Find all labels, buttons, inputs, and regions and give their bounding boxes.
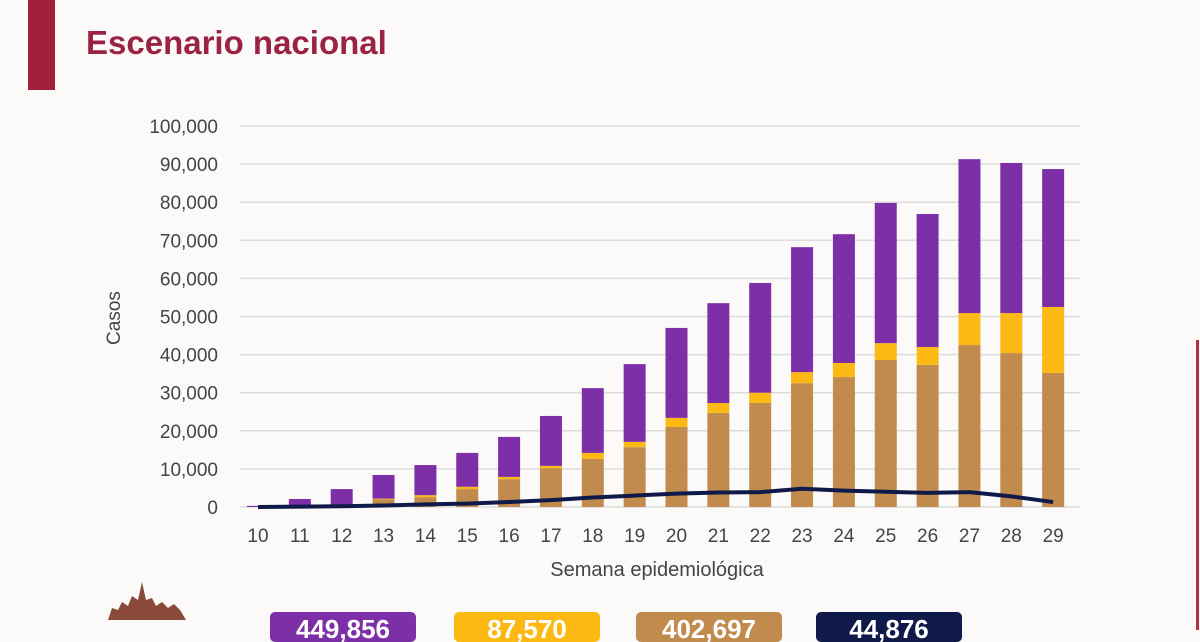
bar-yellow-week-21 xyxy=(707,403,729,413)
bar-brown-week-27 xyxy=(958,345,980,507)
y-tick-label: 30,000 xyxy=(160,384,218,405)
y-axis-label: Casos xyxy=(104,291,125,345)
x-tick-label: 11 xyxy=(290,526,310,547)
bar-brown-week-25 xyxy=(875,360,897,507)
x-tick-label: 24 xyxy=(833,526,855,547)
x-tick-label: 23 xyxy=(791,526,812,547)
y-tick-label: 10,000 xyxy=(160,460,218,481)
bar-purple-week-24 xyxy=(833,234,855,363)
bar-yellow-week-27 xyxy=(958,313,980,345)
bar-purple-week-16 xyxy=(498,437,520,477)
bar-brown-week-26 xyxy=(917,365,939,507)
bar-yellow-week-16 xyxy=(498,477,520,479)
bar-purple-week-18 xyxy=(582,388,604,453)
bar-purple-week-29 xyxy=(1042,169,1064,307)
bar-brown-week-29 xyxy=(1042,373,1064,507)
y-tick-label: 90,000 xyxy=(160,155,218,176)
y-tick-label: 20,000 xyxy=(160,422,218,443)
x-tick-label: 27 xyxy=(959,526,980,547)
y-tick-label: 70,000 xyxy=(160,231,218,252)
bar-purple-week-22 xyxy=(749,283,771,393)
bar-brown-week-24 xyxy=(833,377,855,507)
bar-yellow-week-15 xyxy=(456,487,478,489)
x-tick-label: 22 xyxy=(750,526,771,547)
bar-purple-week-27 xyxy=(958,159,980,313)
bar-yellow-week-28 xyxy=(1000,313,1022,353)
x-tick-label: 15 xyxy=(457,526,478,547)
legend-total-brown: 402,697 xyxy=(636,612,782,642)
x-tick-label: 10 xyxy=(247,526,268,547)
bar-purple-week-13 xyxy=(373,475,395,499)
bar-yellow-week-22 xyxy=(749,393,771,403)
y-tick-label: 0 xyxy=(207,498,218,519)
y-tick-label: 40,000 xyxy=(160,346,218,367)
x-tick-label: 17 xyxy=(540,526,561,547)
x-tick-label: 26 xyxy=(917,526,938,547)
bar-yellow-week-13 xyxy=(373,499,395,500)
logo-icon xyxy=(108,578,186,620)
bar-yellow-week-14 xyxy=(414,495,436,497)
bar-purple-week-21 xyxy=(707,303,729,403)
bar-yellow-week-29 xyxy=(1042,307,1064,373)
bar-purple-week-25 xyxy=(875,203,897,343)
bar-yellow-week-25 xyxy=(875,343,897,360)
bar-yellow-week-18 xyxy=(582,453,604,459)
bar-purple-week-19 xyxy=(624,364,646,442)
x-tick-label: 14 xyxy=(415,526,437,547)
bar-brown-week-28 xyxy=(1000,353,1022,507)
x-tick-label: 29 xyxy=(1043,526,1064,547)
y-tick-label: 80,000 xyxy=(160,193,218,214)
x-tick-label: 25 xyxy=(875,526,896,547)
x-tick-label: 20 xyxy=(666,526,687,547)
bar-purple-week-12 xyxy=(331,489,353,506)
bar-yellow-week-23 xyxy=(791,372,813,383)
y-tick-label: 60,000 xyxy=(160,269,218,290)
x-tick-label: 16 xyxy=(499,526,520,547)
x-tick-label: 19 xyxy=(624,526,645,547)
bar-purple-week-15 xyxy=(456,453,478,487)
y-tick-label: 100,000 xyxy=(149,117,218,138)
bar-purple-week-17 xyxy=(540,416,562,466)
bar-brown-week-19 xyxy=(624,447,646,507)
bar-yellow-week-26 xyxy=(917,347,939,365)
bar-purple-week-28 xyxy=(1000,163,1022,313)
y-tick-label: 50,000 xyxy=(160,308,218,329)
bar-purple-week-26 xyxy=(917,214,939,347)
legend-total-yellow: 87,570 xyxy=(454,612,600,642)
bar-purple-week-14 xyxy=(414,465,436,495)
x-tick-label: 13 xyxy=(373,526,394,547)
x-tick-label: 21 xyxy=(708,526,729,547)
bar-yellow-week-24 xyxy=(833,363,855,377)
legend-total-navy: 44,876 xyxy=(816,612,962,642)
x-tick-label: 12 xyxy=(331,526,352,547)
x-tick-label: 28 xyxy=(1001,526,1022,547)
bar-yellow-week-20 xyxy=(666,418,688,427)
bar-purple-week-23 xyxy=(791,247,813,372)
bar-yellow-week-17 xyxy=(540,466,562,468)
bar-purple-week-20 xyxy=(666,328,688,418)
x-tick-label: 18 xyxy=(582,526,603,547)
x-axis-label: Semana epidemiológica xyxy=(550,559,764,581)
bar-yellow-week-19 xyxy=(624,442,646,447)
legend-total-purple: 449,856 xyxy=(270,612,416,642)
